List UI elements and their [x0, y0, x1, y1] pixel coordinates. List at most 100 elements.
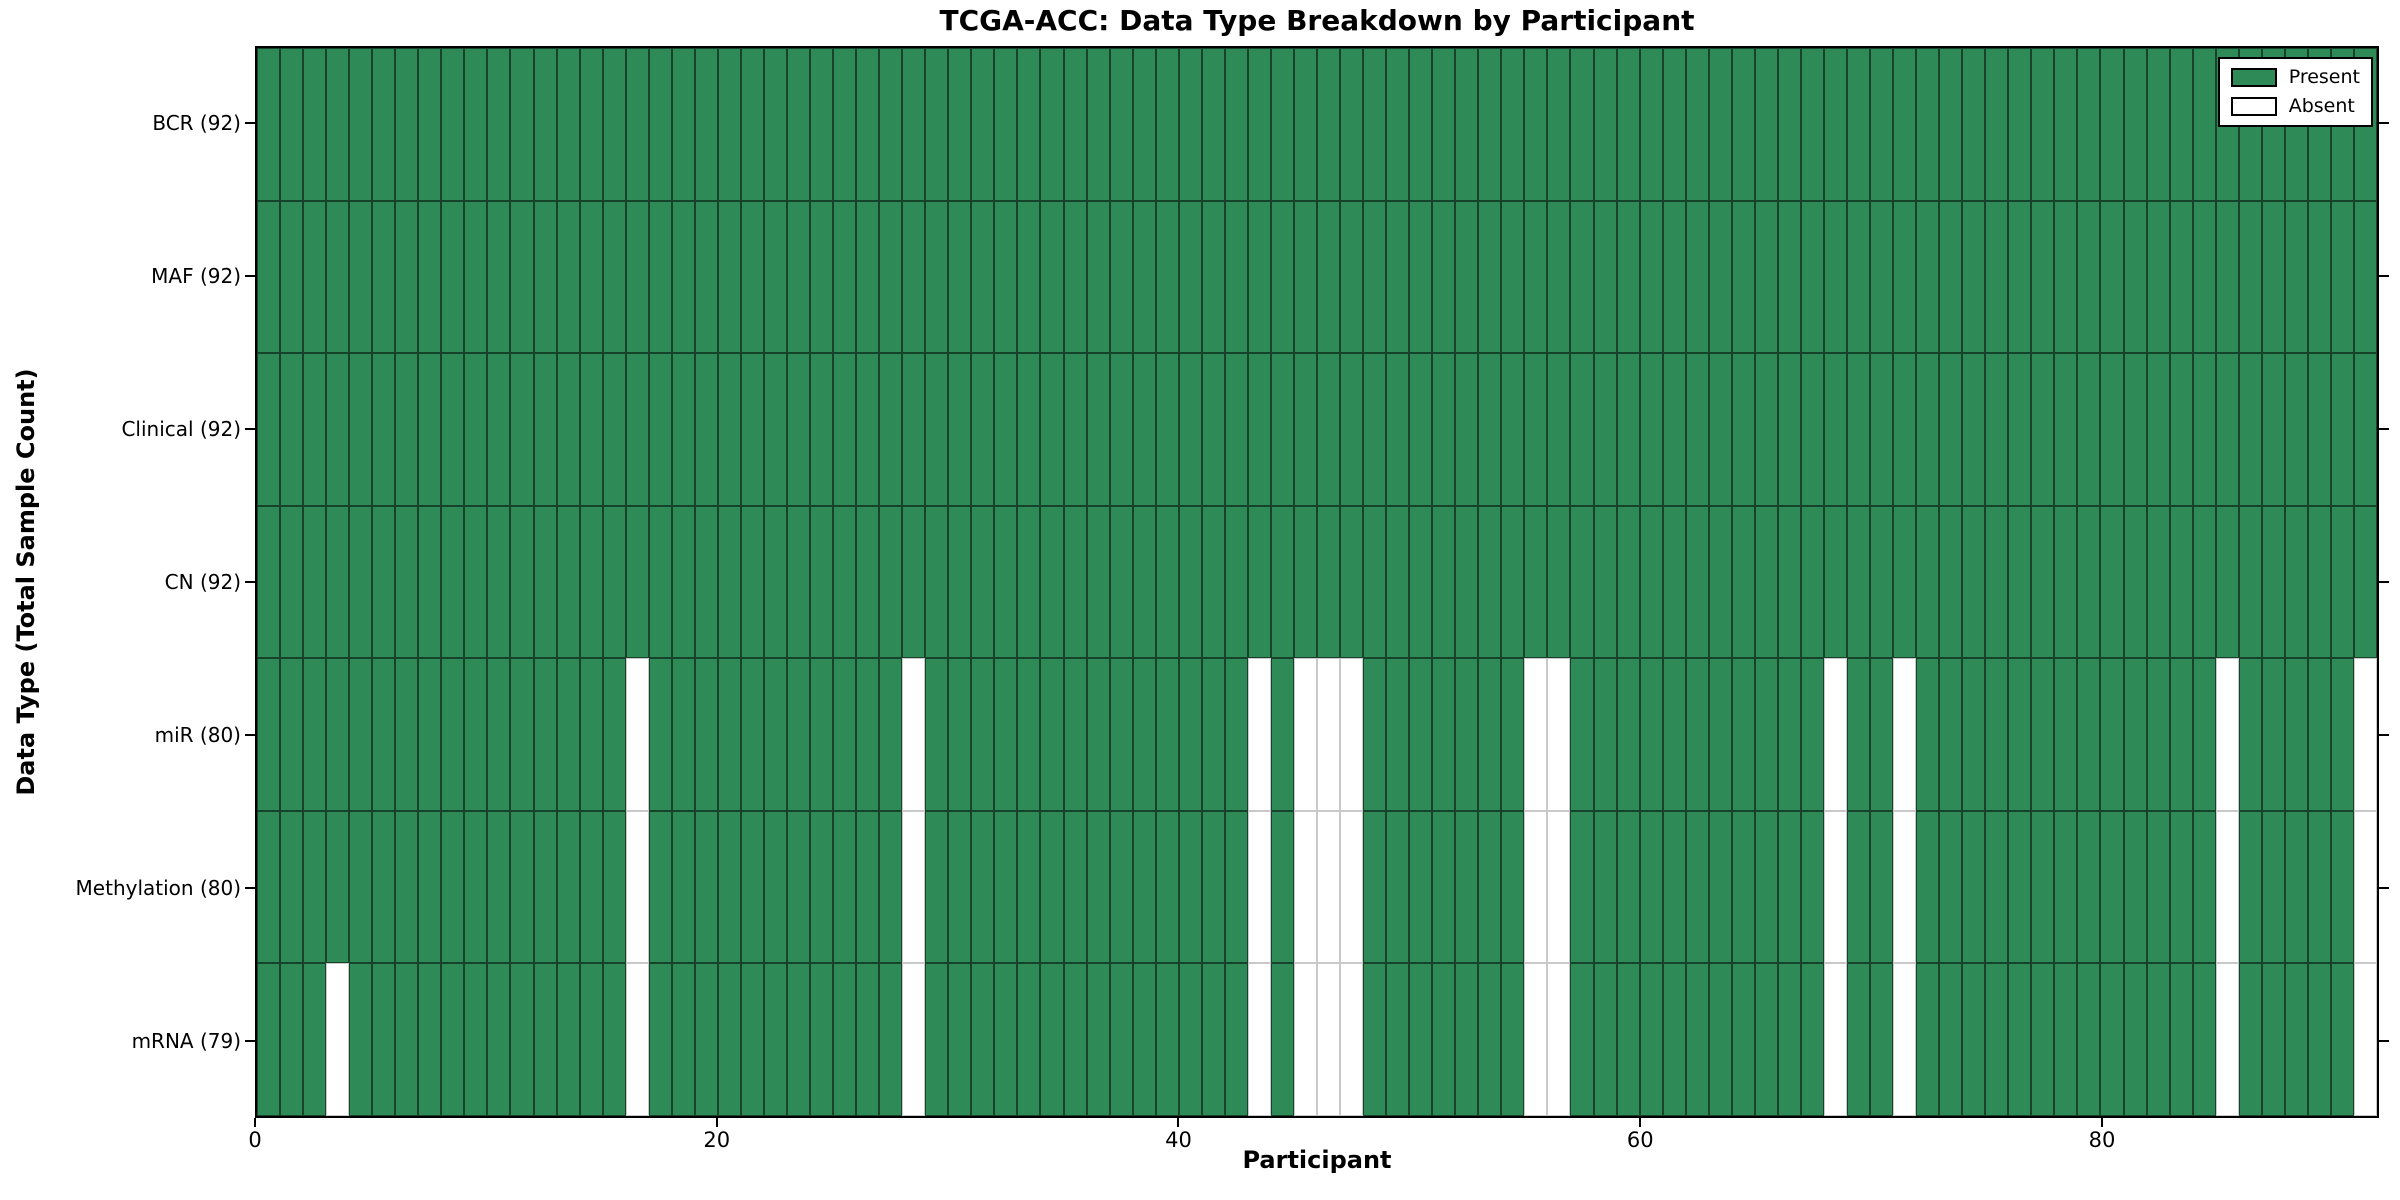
cell-Methylation-75 — [1985, 810, 2009, 964]
cell-BCR-60 — [1639, 48, 1663, 201]
cell-CN-80 — [2100, 505, 2124, 659]
cell-BCR-30 — [948, 48, 972, 201]
cell-MAF-55 — [1524, 200, 1548, 354]
cell-miR-32 — [994, 658, 1018, 811]
cell-miR-17 — [648, 658, 672, 811]
cell-BCR-17 — [648, 48, 672, 201]
cell-miR-90 — [2330, 658, 2354, 811]
x-tick-mark — [1639, 1118, 1642, 1127]
cell-CN-38 — [1132, 505, 1156, 659]
cell-Methylation-35 — [1063, 810, 1087, 964]
cell-Methylation-27 — [879, 810, 903, 964]
cell-CN-52 — [1455, 505, 1479, 659]
cell-Methylation-86 — [2238, 810, 2262, 964]
cell-MAF-72 — [1916, 200, 1940, 354]
cell-Methylation-18 — [671, 810, 695, 964]
cell-CN-45 — [1293, 505, 1317, 659]
cell-CN-32 — [994, 505, 1018, 659]
cell-mRNA-90 — [2330, 963, 2354, 1116]
cell-CN-63 — [1708, 505, 1732, 659]
cell-Methylation-0 — [257, 810, 281, 964]
cell-Clinical-91 — [2353, 353, 2377, 506]
cell-Clinical-61 — [1662, 353, 1686, 506]
y-tick-label-miR: miR (80) — [154, 723, 241, 748]
cell-mRNA-61 — [1662, 963, 1686, 1116]
cell-MAF-91 — [2353, 200, 2377, 354]
cell-miR-45 — [1293, 658, 1317, 811]
cell-BCR-45 — [1293, 48, 1317, 201]
cell-CN-24 — [810, 505, 834, 659]
cell-Clinical-67 — [1800, 353, 1824, 506]
cell-miR-55 — [1524, 658, 1548, 811]
cell-CN-4 — [349, 505, 373, 659]
cell-Methylation-64 — [1731, 810, 1755, 964]
cell-miR-91 — [2353, 658, 2377, 811]
cell-Clinical-32 — [994, 353, 1018, 506]
cell-BCR-59 — [1616, 48, 1640, 201]
x-axis: 0 20 40 60 80 — [248, 1118, 2379, 1158]
y-axis-ticks-right — [2379, 46, 2389, 1118]
cell-Clinical-20 — [717, 353, 741, 506]
cell-MAF-82 — [2146, 200, 2170, 354]
cell-mRNA-49 — [1386, 963, 1410, 1116]
cell-Methylation-88 — [2284, 810, 2308, 964]
cell-Methylation-91 — [2353, 810, 2377, 964]
cell-Methylation-56 — [1547, 810, 1571, 964]
cell-MAF-54 — [1501, 200, 1525, 354]
cell-Clinical-74 — [1962, 353, 1986, 506]
cell-BCR-43 — [1247, 48, 1271, 201]
legend-label-present: Present — [2288, 66, 2360, 88]
cell-miR-5 — [372, 658, 396, 811]
cell-mRNA-79 — [2077, 963, 2101, 1116]
cell-MAF-35 — [1063, 200, 1087, 354]
cell-mRNA-22 — [763, 963, 787, 1116]
cell-miR-28 — [902, 658, 926, 811]
cell-MAF-8 — [441, 200, 465, 354]
cell-BCR-71 — [1893, 48, 1917, 201]
cell-Methylation-19 — [694, 810, 718, 964]
cell-miR-80 — [2100, 658, 2124, 811]
cell-mRNA-3 — [326, 963, 350, 1116]
cell-CN-26 — [856, 505, 880, 659]
legend-swatch-absent-icon — [2230, 97, 2277, 116]
cell-MAF-32 — [994, 200, 1018, 354]
cell-MAF-23 — [786, 200, 811, 354]
cell-MAF-42 — [1224, 200, 1248, 354]
cell-mRNA-6 — [395, 963, 419, 1116]
cell-miR-64 — [1731, 658, 1755, 811]
cell-mRNA-84 — [2192, 963, 2216, 1116]
cell-CN-2 — [303, 505, 327, 659]
cell-miR-88 — [2284, 658, 2308, 811]
cell-mRNA-18 — [671, 963, 695, 1116]
legend-item-present: Present — [2230, 66, 2360, 88]
cell-Methylation-36 — [1086, 810, 1110, 964]
cell-mRNA-78 — [2054, 963, 2078, 1116]
cell-miR-41 — [1201, 658, 1225, 811]
cell-Methylation-85 — [2215, 810, 2239, 964]
cell-MAF-10 — [487, 200, 511, 354]
cell-BCR-26 — [856, 48, 880, 201]
cell-BCR-25 — [833, 48, 857, 201]
cell-MAF-87 — [2261, 200, 2285, 354]
cell-MAF-86 — [2238, 200, 2262, 354]
cell-Methylation-81 — [2123, 810, 2147, 964]
cell-miR-22 — [763, 658, 787, 811]
cell-Clinical-46 — [1316, 353, 1341, 506]
cell-mRNA-28 — [902, 963, 926, 1116]
cell-Clinical-37 — [1109, 353, 1133, 506]
cell-BCR-68 — [1823, 48, 1847, 201]
cell-Methylation-49 — [1386, 810, 1410, 964]
cell-CN-29 — [925, 505, 949, 659]
cell-miR-27 — [879, 658, 903, 811]
cell-CN-14 — [579, 505, 603, 659]
cell-Clinical-45 — [1293, 353, 1317, 506]
cell-Methylation-76 — [2008, 810, 2032, 964]
cell-BCR-58 — [1593, 48, 1617, 201]
cell-BCR-73 — [1939, 48, 1963, 201]
cell-Clinical-66 — [1777, 353, 1801, 506]
cell-mRNA-44 — [1270, 963, 1294, 1116]
cell-miR-34 — [1040, 658, 1064, 811]
cell-Methylation-80 — [2100, 810, 2124, 964]
cell-MAF-60 — [1639, 200, 1663, 354]
cell-MAF-21 — [740, 200, 764, 354]
